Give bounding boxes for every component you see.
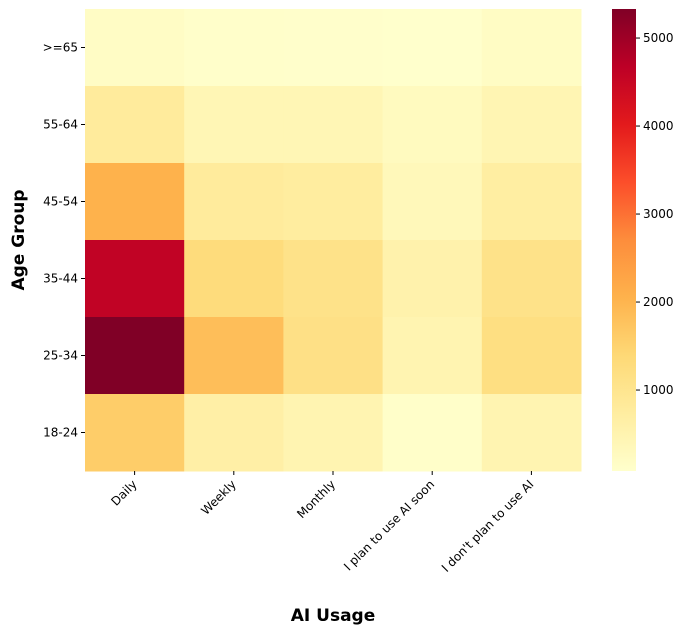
- x-axis-ticks: Daily Weekly Monthly I plan to use AI soon I…: [108, 471, 537, 575]
- heatmap-cell: [382, 240, 483, 318]
- y-axis-ticks: >=65 55-64 45-54 35-44 25-34 18-24: [43, 41, 85, 440]
- heatmap-cell: [481, 86, 582, 164]
- colorbar-tick-label: 5000: [643, 31, 674, 45]
- x-axis-title: AI Usage: [291, 606, 376, 626]
- y-axis-title: Age Group: [9, 189, 29, 290]
- colorbar-tick-label: 2000: [643, 295, 674, 309]
- heatmap-cell: [85, 394, 185, 472]
- heatmap-cell: [283, 240, 384, 318]
- y-tick-label: 25-34: [43, 349, 78, 363]
- heatmap-cell: [382, 394, 483, 472]
- x-tick-label: I plan to use AI soon: [341, 477, 437, 573]
- heatmap-cell: [283, 317, 384, 395]
- heatmap-cell: [382, 9, 483, 87]
- heatmap-cell: [481, 240, 582, 318]
- heatmap-cell: [382, 86, 483, 164]
- colorbar: 1000 2000 3000 4000 5000: [612, 9, 674, 471]
- colorbar-tick-label: 4000: [643, 119, 674, 133]
- heatmap-cell: [184, 240, 284, 318]
- x-tick-label: Weekly: [198, 477, 239, 518]
- colorbar-tick-label: 1000: [643, 383, 674, 397]
- heatmap-cell: [85, 9, 185, 87]
- heatmap-cell: [382, 317, 483, 395]
- heatmap-cell: [184, 9, 284, 87]
- heatmap-cell: [382, 163, 483, 241]
- heatmap-cell: [184, 86, 284, 164]
- heatmap-cell: [481, 9, 582, 87]
- heatmap-cell: [85, 317, 185, 395]
- heatmap-cell: [481, 394, 582, 472]
- colorbar-ticks: 1000 2000 3000 4000 5000: [636, 31, 674, 397]
- heatmap-cell: [283, 163, 384, 241]
- colorbar-gradient: [612, 9, 636, 471]
- heatmap-cell: [85, 240, 185, 318]
- colorbar-tick-label: 3000: [643, 207, 674, 221]
- y-tick-label: 45-54: [43, 195, 78, 209]
- x-tick-label: Daily: [108, 477, 139, 508]
- heatmap-cell: [85, 86, 185, 164]
- y-tick-label: >=65: [43, 41, 78, 55]
- y-tick-label: 18-24: [43, 426, 78, 440]
- heatmap-cell: [184, 163, 284, 241]
- heatmap-cell: [481, 317, 582, 395]
- heatmap-cell: [283, 86, 384, 164]
- heatmap-cell: [85, 163, 185, 241]
- x-tick-label: I don't plan to use AI: [439, 477, 537, 575]
- heatmap-cell: [184, 317, 284, 395]
- heatmap-cell: [283, 9, 384, 87]
- x-tick-label: Monthly: [294, 477, 338, 521]
- heatmap-cells: [85, 9, 582, 472]
- heatmap-cell: [481, 163, 582, 241]
- y-tick-label: 35-44: [43, 272, 78, 286]
- y-tick-label: 55-64: [43, 118, 78, 132]
- heatmap-cell: [283, 394, 384, 472]
- heatmap-cell: [184, 394, 284, 472]
